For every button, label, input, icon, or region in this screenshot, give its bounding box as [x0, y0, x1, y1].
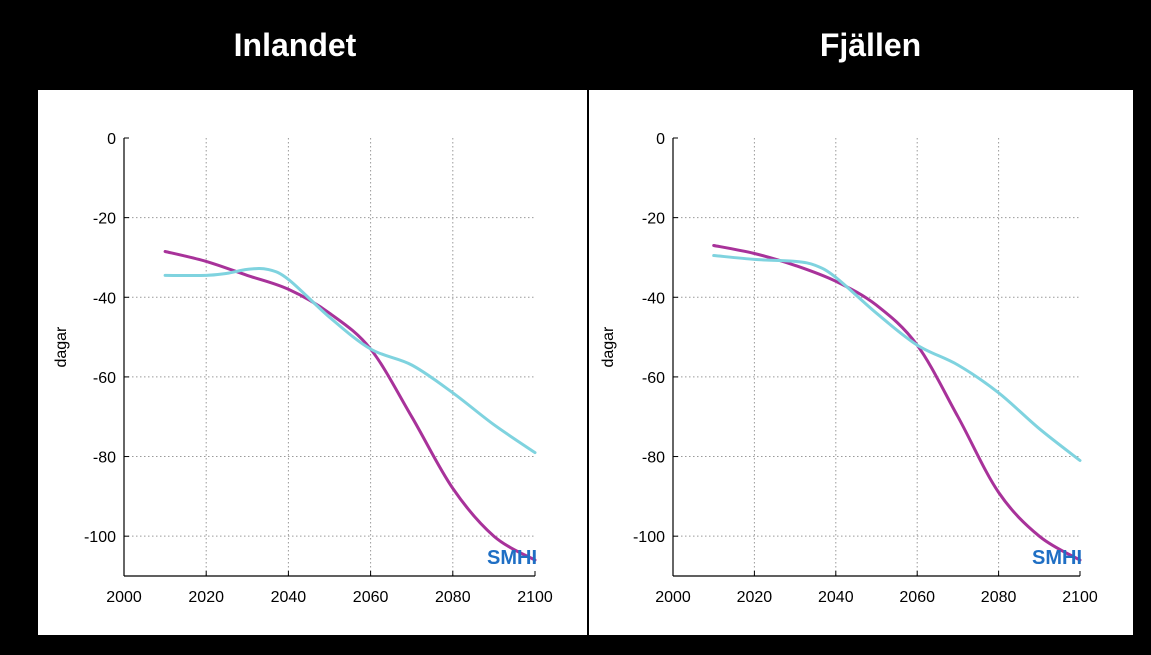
y-tick-label: -20 — [93, 211, 116, 228]
x-tick-label: 2000 — [106, 589, 142, 606]
x-tick-label: 2020 — [188, 589, 224, 606]
y-tick-label: -40 — [93, 290, 116, 307]
smhi-logo: SMHI — [487, 547, 537, 569]
y-tick-label: -60 — [93, 370, 116, 387]
chart-panel-right: 2000 2020 2040 2060 2080 2100 0 -20 -40 -60 -80 -10… — [589, 90, 1133, 635]
panel-title-right: Fjällen — [819, 26, 922, 63]
y-tick-label: -80 — [93, 450, 116, 467]
y-tick-label: -20 — [642, 211, 665, 228]
y-tick-label: -60 — [642, 370, 665, 387]
x-tick-label: 2040 — [271, 589, 307, 606]
y-tick-label: -100 — [84, 529, 116, 546]
x-tick-label: 2000 — [655, 589, 691, 606]
y-axis-label: dagar — [600, 326, 617, 368]
y-tick-label: -100 — [633, 529, 665, 546]
y-axis-label: dagar — [53, 326, 70, 368]
y-tick-label: 0 — [656, 131, 665, 148]
x-tick-label: 2040 — [818, 589, 854, 606]
series-line-cyan — [163, 266, 537, 455]
chart-left: 2000 2020 2040 2060 2080 2100 0 -20 -40 -60 -80 -10… — [53, 131, 553, 606]
chart-panel-left: 2000 2020 2040 2060 2080 2100 0 -20 -40 -60 -80 -10… — [38, 90, 587, 635]
x-tick-label: 2080 — [435, 589, 471, 606]
y-tick-label: -80 — [642, 450, 665, 467]
x-tick-label: 2020 — [737, 589, 773, 606]
series-line-magenta — [163, 250, 537, 562]
x-tick-label: 2100 — [1062, 589, 1098, 606]
chart-right: 2000 2020 2040 2060 2080 2100 0 -20 -40 -60 -80 -10… — [600, 131, 1098, 606]
x-tick-label: 2080 — [981, 589, 1017, 606]
y-tick-label: 0 — [107, 131, 116, 148]
x-tick-label: 2060 — [899, 589, 935, 606]
series-line-magenta — [712, 244, 1082, 562]
x-tick-label: 2060 — [353, 589, 389, 606]
smhi-logo: SMHI — [1032, 547, 1082, 569]
panel-title-left: Inlandet — [233, 26, 357, 63]
x-tick-label: 2100 — [517, 589, 553, 606]
series-line-cyan — [712, 254, 1082, 462]
y-tick-label: -40 — [642, 290, 665, 307]
